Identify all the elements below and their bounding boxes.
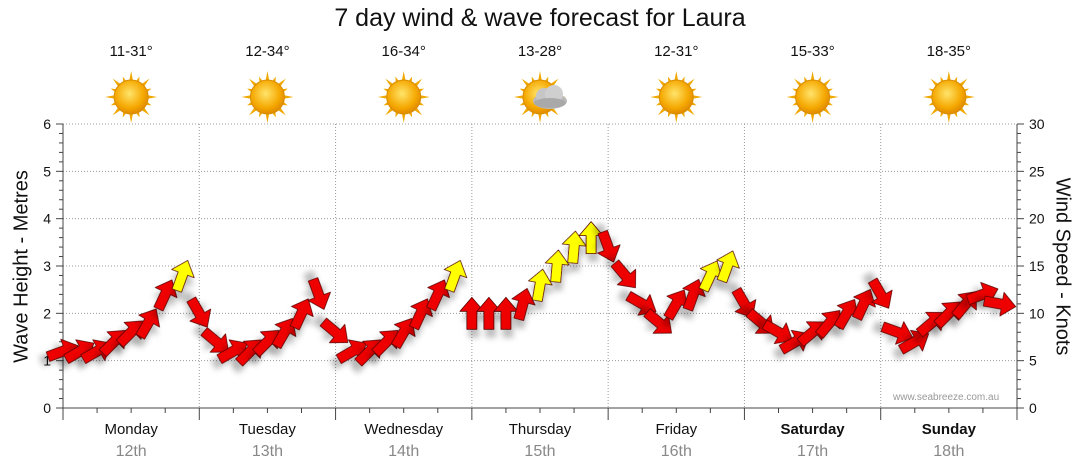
wind-arrow: [511, 288, 536, 322]
left-tick-label: 4: [43, 211, 51, 227]
left-tick-label: 3: [43, 258, 51, 274]
day-date: 18th: [933, 443, 965, 460]
day-date: 13th: [251, 443, 283, 460]
partly-cloudy-icon: [514, 71, 567, 123]
right-tick-label: 5: [1029, 353, 1037, 369]
day-date: 12th: [115, 443, 147, 460]
sunny-icon: [922, 71, 975, 123]
wind-arrow: [307, 277, 331, 310]
day-temperature: 16-34°: [381, 43, 426, 60]
left-tick-label: 5: [43, 163, 51, 179]
sunny-icon: [377, 71, 430, 123]
wind-arrow: [597, 229, 621, 263]
wind-arrow: [528, 268, 553, 302]
watermark: www.seabreeze.com.au: [893, 392, 1000, 403]
day-temperature: 12-34°: [245, 43, 290, 60]
wind-arrow: [716, 250, 740, 284]
day-temperature: 13-28°: [517, 43, 563, 60]
wind-arrow: [459, 296, 485, 330]
wind-arrow: [761, 319, 793, 345]
day-temperature: 18-35°: [926, 43, 972, 60]
day-date: 16th: [660, 443, 692, 460]
wind-arrow: [643, 308, 672, 334]
wind-arrow: [171, 260, 195, 293]
wind-arrow: [476, 296, 502, 330]
left-tick-label: 2: [43, 305, 51, 321]
day-name: Sunday: [921, 421, 976, 438]
left-tick-label: 1: [43, 353, 51, 369]
wind-arrow: [561, 230, 587, 264]
wind-arrow: [578, 221, 604, 255]
day-name: Monday: [104, 421, 158, 438]
wind-arrow: [493, 296, 519, 330]
right-tick-label: 20: [1029, 211, 1045, 227]
sunny-icon: [241, 71, 294, 123]
day-temperature: 11-31°: [109, 43, 153, 60]
day-temperature: 12-31°: [654, 43, 699, 60]
day-date: 14th: [388, 443, 420, 460]
day-name: Tuesday: [238, 421, 296, 438]
right-tick-label: 25: [1029, 163, 1045, 179]
wind-arrow: [880, 321, 914, 345]
left-axis-label: Wave Height - Metres: [10, 170, 33, 363]
right-tick-label: 15: [1029, 258, 1045, 274]
right-tick-label: 10: [1029, 305, 1045, 321]
sunny-icon: [786, 71, 839, 123]
chart-title: 7 day wind & wave forecast for Laura: [334, 4, 746, 32]
right-tick-label: 30: [1029, 116, 1045, 132]
sunny-icon: [105, 71, 158, 123]
day-name: Saturday: [780, 421, 845, 438]
wind-arrow: [731, 287, 757, 319]
day-date: 15th: [524, 443, 556, 460]
wind-arrow: [186, 296, 212, 328]
left-tick-label: 0: [43, 400, 51, 416]
right-tick-label: 0: [1029, 400, 1037, 416]
day-name: Wednesday: [364, 421, 444, 438]
cloud-icon: [533, 85, 567, 109]
left-tick-label: 6: [43, 116, 51, 132]
wind-arrow: [319, 317, 349, 344]
day-name: Thursday: [508, 421, 572, 438]
wind-arrow: [289, 298, 314, 331]
wind-arrow: [135, 308, 160, 340]
day-temperature: 15-33°: [790, 43, 835, 60]
day-date: 17th: [796, 443, 829, 460]
wind-arrow: [851, 288, 876, 321]
wind-arrow: [610, 259, 637, 289]
right-axis-label: Wind Speed - Knots: [1051, 177, 1074, 356]
wind-arrow: [200, 327, 229, 353]
wind-arrow: [867, 277, 893, 309]
wind-arrow: [443, 260, 468, 293]
wind-arrow: [898, 329, 930, 355]
day-name: Friday: [655, 421, 698, 438]
sunny-icon: [650, 71, 703, 123]
wind-arrow: [544, 249, 570, 283]
wind-arrow: [698, 260, 723, 293]
wind-arrow: [982, 291, 1017, 317]
